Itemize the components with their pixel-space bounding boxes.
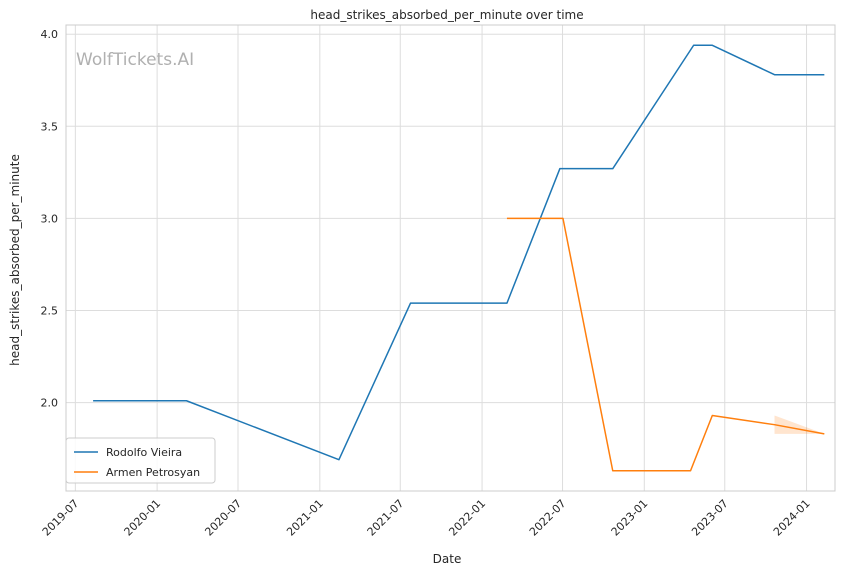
confidence-bands [774, 415, 825, 434]
x-tick-label: 2019-07 [40, 497, 82, 539]
y-tick-label: 2.0 [41, 397, 59, 410]
x-tick-label: 2020-07 [202, 497, 244, 539]
x-tick-labels: 2019-07 2020-01 2020-07 2021-01 2021-07 2022-… [40, 497, 813, 539]
grid-lines [66, 25, 835, 491]
x-tick-label: 2023-07 [689, 497, 731, 539]
y-axis-label: head_strikes_absorbed_per_minute [8, 154, 22, 366]
y-tick-label: 3.0 [41, 212, 59, 225]
series-lines [93, 44, 825, 472]
series-line-rodolfo-vieira [93, 44, 825, 461]
confidence-band [774, 415, 825, 434]
x-tick-label: 2020-01 [122, 497, 164, 539]
x-tick-label: 2021-01 [284, 497, 326, 539]
chart-title: head_strikes_absorbed_per_minute over ti… [310, 8, 583, 22]
plot-frame [65, 24, 836, 492]
legend-box [65, 437, 216, 484]
x-tick-label: 2022-01 [446, 497, 488, 539]
y-tick-label: 4.0 [41, 28, 59, 41]
legend: Rodolfo Vieira Armen Petrosyan [65, 437, 216, 484]
series-line-armen-petrosyan [506, 217, 825, 472]
legend-label-rodolfo-vieira: Rodolfo Vieira [106, 446, 182, 459]
x-tick-label: 2021-07 [365, 497, 407, 539]
y-tick-labels: 2.0 2.5 3.0 3.5 4.0 [41, 28, 59, 409]
legend-label-armen-petrosyan: Armen Petrosyan [106, 466, 200, 479]
y-tick-label: 2.5 [41, 304, 59, 317]
x-tick-label: 2022-07 [527, 497, 569, 539]
x-tick-label: 2023-01 [609, 497, 651, 539]
watermark: WolfTickets.AI [76, 50, 194, 70]
y-tick-label: 3.5 [41, 120, 59, 133]
x-axis-label: Date [433, 552, 462, 566]
x-tick-label: 2024-01 [771, 497, 813, 539]
